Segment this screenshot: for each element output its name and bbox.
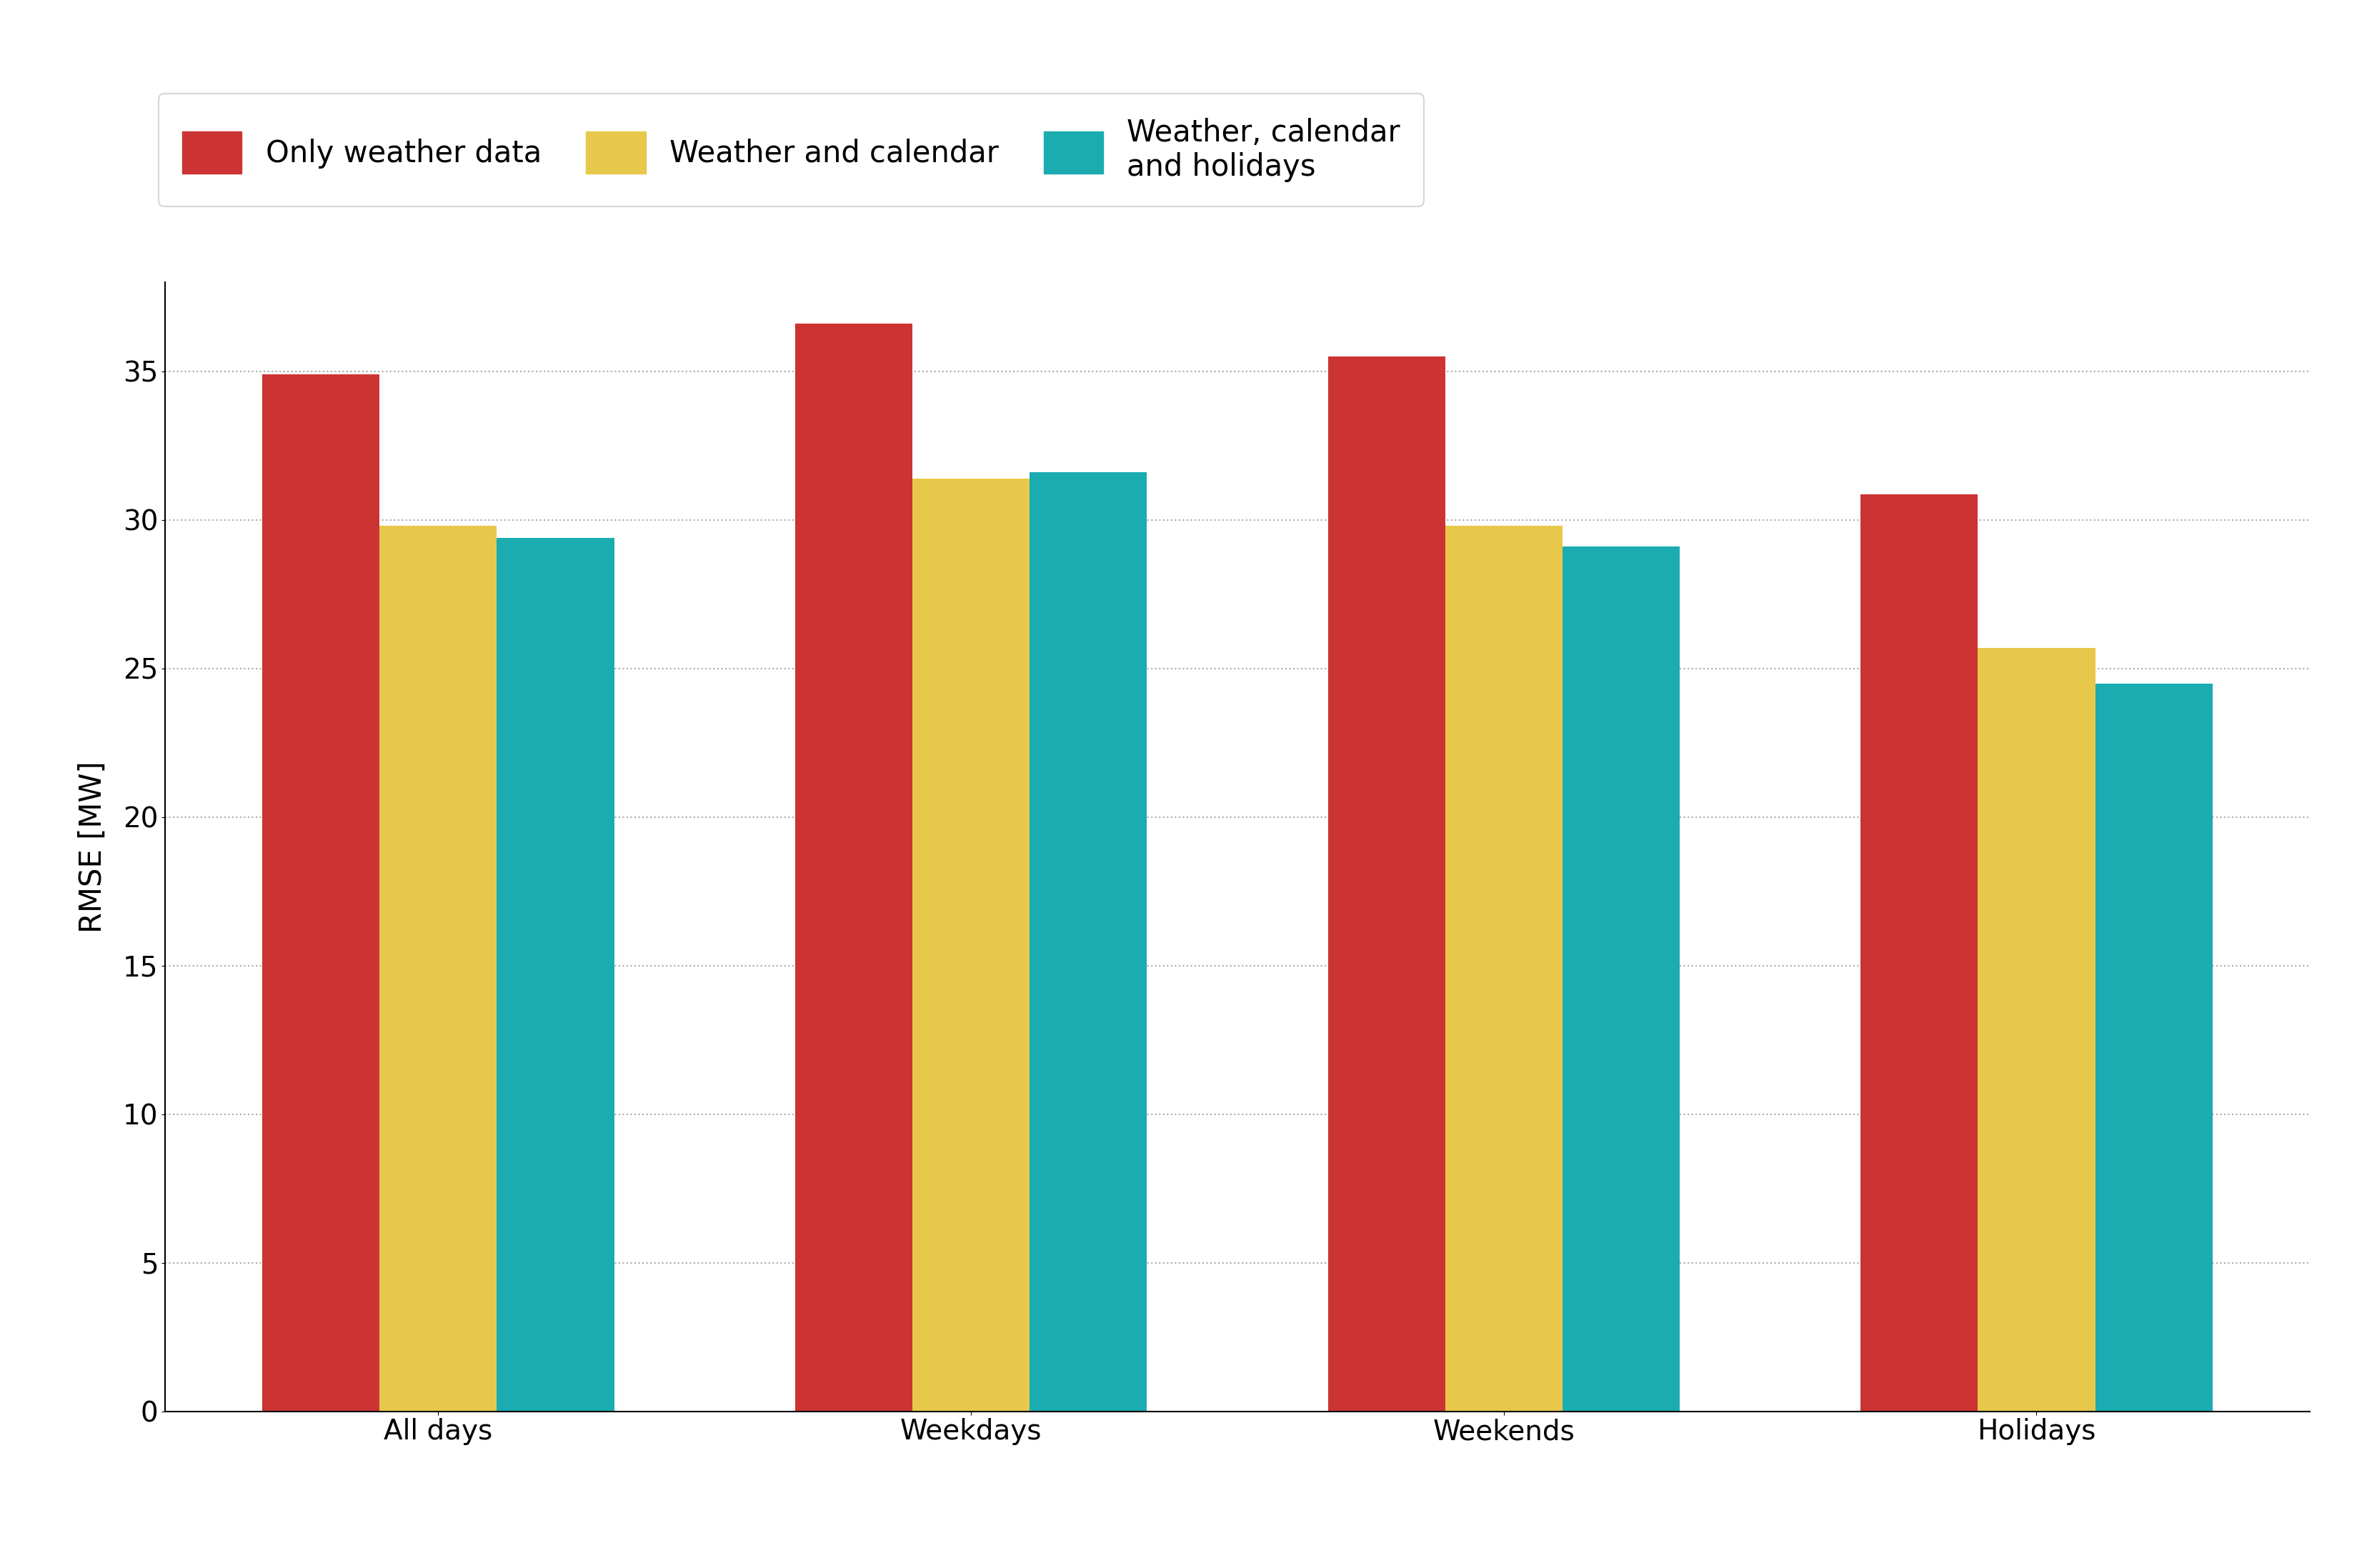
Y-axis label: RMSE [MW]: RMSE [MW] <box>78 760 108 933</box>
Bar <box>497 538 615 1411</box>
Bar <box>379 525 497 1411</box>
Bar <box>1327 356 1445 1411</box>
Bar <box>1978 648 2095 1411</box>
Bar <box>1860 494 1978 1411</box>
Bar <box>794 325 912 1411</box>
Bar <box>2095 684 2213 1411</box>
Legend: Only weather data, Weather and calendar, Weather, calendar
and holidays: Only weather data, Weather and calendar,… <box>158 94 1424 207</box>
Bar <box>262 375 379 1411</box>
Bar <box>1445 525 1563 1411</box>
Bar <box>912 478 1030 1411</box>
Bar <box>1563 547 1681 1411</box>
Bar <box>1030 472 1148 1411</box>
